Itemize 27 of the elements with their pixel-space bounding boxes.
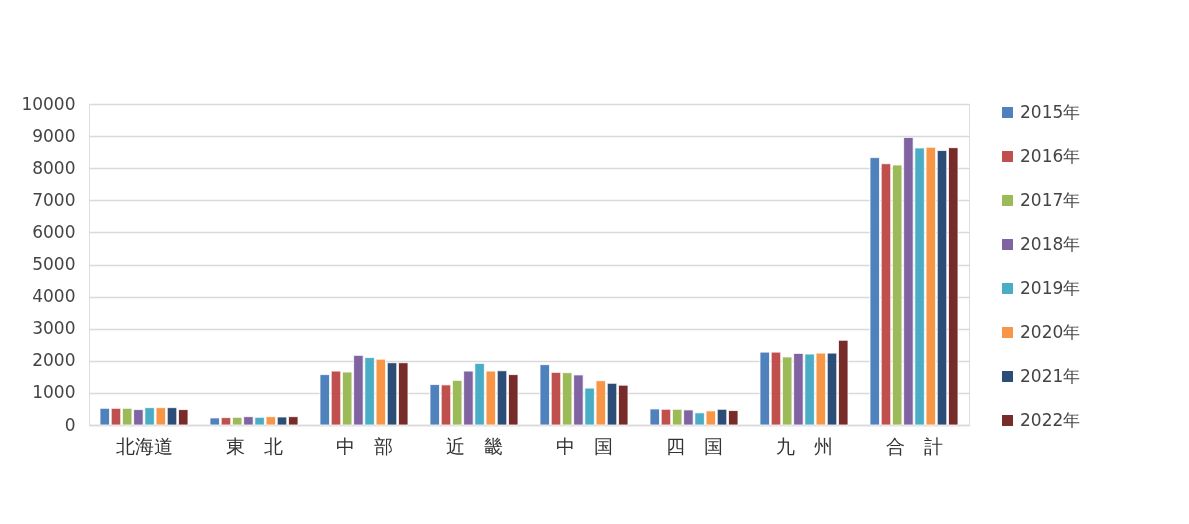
y-tick-label: 10000 — [21, 93, 76, 114]
legend-label: 2015年 — [1020, 101, 1081, 122]
x-tick-label: 中 国 — [555, 434, 613, 457]
x-tick-label: 近 畿 — [445, 434, 503, 457]
y-tick-label: 6000 — [32, 221, 76, 242]
x-tick-label: 四 国 — [665, 434, 723, 457]
legend-label: 2019年 — [1020, 277, 1081, 298]
legend-label: 2021年 — [1020, 365, 1081, 386]
y-tick-label: 3000 — [32, 318, 76, 339]
legend-label: 2017年 — [1020, 189, 1081, 210]
x-tick-label: 北海道 — [115, 434, 173, 457]
y-tick-label: 2000 — [32, 350, 76, 371]
x-tick-label: 中 部 — [335, 434, 393, 457]
y-tick-label: 1000 — [32, 382, 76, 403]
legend-label: 2022年 — [1020, 409, 1081, 430]
y-tick-label: 0 — [64, 414, 76, 435]
y-tick-label: 4000 — [32, 286, 76, 307]
x-tick-label: 九 州 — [775, 434, 833, 457]
legend-label: 2020年 — [1020, 321, 1081, 342]
y-tick-label: 9000 — [32, 125, 76, 146]
x-tick-label: 東 北 — [225, 434, 283, 457]
y-tick-label: 7000 — [32, 189, 76, 210]
y-tick-label: 5000 — [32, 254, 76, 274]
x-tick-label: 合 計 — [885, 434, 943, 457]
legend-label: 2018年 — [1020, 233, 1081, 254]
y-tick-label: 8000 — [32, 157, 76, 178]
legend-label: 2016年 — [1020, 145, 1081, 166]
